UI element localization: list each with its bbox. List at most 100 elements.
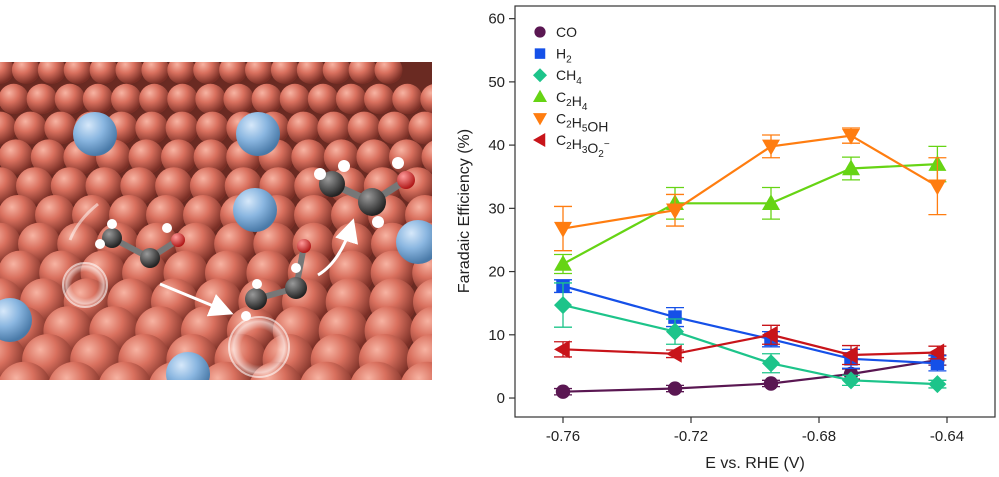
copper-atom <box>37 62 66 84</box>
copper-atom <box>167 62 196 84</box>
series-line <box>562 333 938 357</box>
data-point <box>762 139 780 156</box>
copper-atom <box>421 140 432 174</box>
data-point <box>928 375 947 394</box>
x-tick-label: -0.72 <box>674 428 708 445</box>
copper-atom <box>16 167 54 205</box>
copper-atom <box>26 83 57 115</box>
x-tick-label: -0.68 <box>802 428 836 445</box>
y-tick-label: 30 <box>488 200 505 217</box>
carbon-atom <box>358 188 386 216</box>
data-point <box>667 381 683 396</box>
series-line <box>562 163 938 265</box>
x-axis: -0.76 -0.72 -0.68 -0.64 <box>546 417 964 445</box>
dopant-atom <box>166 352 210 380</box>
reaction-arrow <box>159 282 234 317</box>
data-point <box>763 376 779 391</box>
faradaic-efficiency-chart: -0.76 -0.72 -0.68 -0.64 0 10 20 30 40 50 60 E vs.… <box>456 5 996 472</box>
legend-label: C2H3O2− <box>556 132 610 160</box>
copper-atom <box>54 83 86 115</box>
hydrogen-atom <box>252 279 262 289</box>
copper-atom <box>128 139 164 175</box>
y-tick-label: 10 <box>488 327 505 344</box>
copper-atom <box>193 139 229 175</box>
legend-marker <box>534 26 546 38</box>
series-ch4 <box>554 282 947 394</box>
copper-atom <box>223 83 254 115</box>
data-point <box>842 371 860 390</box>
legend-item: C2H3O2− <box>533 132 610 160</box>
copper-atom <box>287 111 320 145</box>
adsorption-site-glow <box>62 262 108 308</box>
data-point <box>762 194 780 211</box>
copper-atom <box>291 139 327 175</box>
carbon-atom <box>140 248 160 268</box>
hydrogen-atom <box>95 239 105 249</box>
copper-atom <box>0 139 34 175</box>
hydrogen-atom <box>162 223 172 233</box>
copper-atom <box>296 62 325 84</box>
copper-atom <box>13 111 47 145</box>
series-line <box>562 134 938 230</box>
copper-atom <box>279 83 311 115</box>
copper-atom <box>115 62 144 84</box>
dopant-atom <box>236 112 280 156</box>
series-c2h5oh <box>554 127 947 252</box>
data-point <box>928 179 947 196</box>
copper-atom <box>141 62 170 84</box>
carbon-atom <box>102 228 122 248</box>
legend-marker <box>533 133 546 147</box>
series-c2h3o2- <box>554 324 947 366</box>
legend-item: CH4 <box>533 67 582 87</box>
reaction-arrow <box>68 202 99 241</box>
hydrogen-atom <box>241 311 251 321</box>
oxygen-atom <box>297 239 311 253</box>
hydrogen-atom <box>392 157 404 169</box>
copper-atom <box>167 83 198 115</box>
dopant-atom <box>233 188 277 232</box>
copper-atom <box>30 139 66 175</box>
hydrogen-atom <box>372 216 384 228</box>
series-layer <box>554 127 947 399</box>
hydrogen-atom <box>338 160 350 172</box>
legend-item: C2H5OH <box>533 110 608 134</box>
copper-atom <box>161 139 197 175</box>
legend-marker <box>533 89 547 103</box>
copper-atom <box>300 361 353 380</box>
copper-atom <box>392 83 423 115</box>
copper-atom <box>195 83 226 115</box>
data-point <box>554 340 570 359</box>
plot-area-frame <box>514 5 996 418</box>
data-point <box>842 159 860 176</box>
dopant-atom <box>396 220 432 264</box>
y-tick-label: 60 <box>488 11 505 28</box>
legend-marker <box>533 68 547 83</box>
x-tick-label: -0.64 <box>930 428 964 445</box>
legend-label: H2 <box>556 46 572 66</box>
copper-atom <box>135 111 169 145</box>
hydrogen-atom <box>107 219 117 229</box>
copper-atom <box>0 62 14 84</box>
oxygen-atom <box>171 233 185 247</box>
copper-atom <box>49 361 101 380</box>
adsorption-site-glow <box>228 316 290 378</box>
legend-label: CO <box>556 24 577 40</box>
copper-atom <box>193 62 222 84</box>
carbon-atom <box>285 277 307 299</box>
copper-atom <box>294 195 334 235</box>
legend-item: C2H4 <box>533 89 588 113</box>
x-axis-title: E vs. RHE (V) <box>705 455 805 472</box>
dopant-atom <box>0 298 32 342</box>
data-point <box>666 344 682 363</box>
series-line <box>562 304 938 386</box>
copper-atom <box>307 83 339 115</box>
data-point <box>930 356 945 371</box>
copper-atom <box>50 167 89 205</box>
copper-atom <box>245 62 273 84</box>
copper-atom <box>322 62 351 84</box>
data-point <box>928 343 945 362</box>
copper-atom <box>63 62 92 84</box>
y-tick-label: 20 <box>488 264 505 281</box>
data-point <box>554 221 572 238</box>
catalyst-surface-illustration <box>0 62 432 380</box>
